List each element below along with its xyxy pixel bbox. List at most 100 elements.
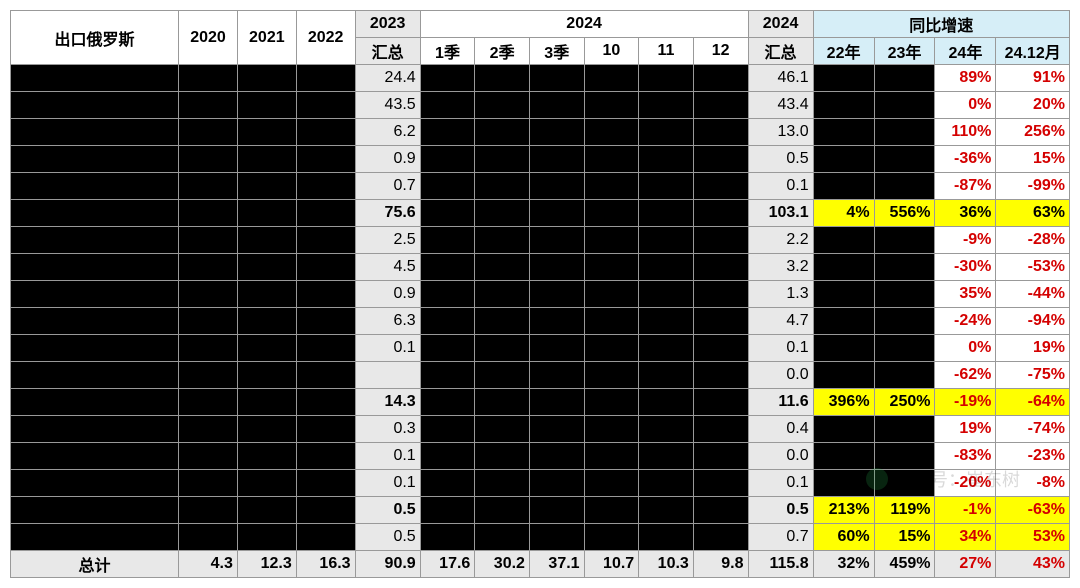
cell-g24: 110% <box>935 119 996 146</box>
cell-hidden <box>11 389 179 416</box>
cell-hidden <box>639 254 694 281</box>
cell-hidden <box>237 362 296 389</box>
cell-hidden <box>237 92 296 119</box>
cell-hidden <box>639 389 694 416</box>
cell-hidden <box>584 200 639 227</box>
col-g23: 23年 <box>874 38 935 65</box>
cell-hidden <box>584 335 639 362</box>
cell-g2412: -23% <box>996 443 1070 470</box>
table-row: 0.90.5-36%15% <box>11 146 1070 173</box>
cell-hidden <box>874 65 935 92</box>
cell-2024sum: 115.8 <box>748 551 813 578</box>
cell-hidden <box>237 254 296 281</box>
cell-g22: 4% <box>813 200 874 227</box>
cell-hidden <box>475 227 530 254</box>
cell-2024sum: 0.0 <box>748 443 813 470</box>
cell-hidden <box>296 335 355 362</box>
cell-2024sum: 0.1 <box>748 173 813 200</box>
cell-hidden <box>529 146 584 173</box>
cell-g2412: -44% <box>996 281 1070 308</box>
cell-2023sum: 6.3 <box>355 308 420 335</box>
cell-hidden <box>529 335 584 362</box>
cell-g24: 27% <box>935 551 996 578</box>
cell-hidden <box>874 146 935 173</box>
cell-hidden <box>420 524 475 551</box>
cell-hidden <box>296 227 355 254</box>
cell-m11: 10.3 <box>639 551 694 578</box>
cell-2023sum: 0.5 <box>355 524 420 551</box>
col-2020: 2020 <box>179 11 238 65</box>
cell-hidden <box>420 65 475 92</box>
cell-2024sum: 3.2 <box>748 254 813 281</box>
cell-g22: 60% <box>813 524 874 551</box>
cell-hidden <box>813 92 874 119</box>
cell-hidden <box>296 173 355 200</box>
cell-hidden <box>420 389 475 416</box>
cell-hidden <box>529 119 584 146</box>
cell-hidden <box>179 254 238 281</box>
table-row: 24.446.189%91% <box>11 65 1070 92</box>
cell-hidden <box>420 119 475 146</box>
cell-2024sum: 13.0 <box>748 119 813 146</box>
cell-hidden <box>296 470 355 497</box>
cell-hidden <box>813 362 874 389</box>
cell-2024sum: 0.5 <box>748 497 813 524</box>
cell-hidden <box>529 308 584 335</box>
cell-hidden <box>475 119 530 146</box>
cell-hidden <box>420 470 475 497</box>
cell-hidden <box>11 200 179 227</box>
cell-2023sum: 6.2 <box>355 119 420 146</box>
table-row: 6.213.0110%256% <box>11 119 1070 146</box>
cell-hidden <box>179 92 238 119</box>
cell-g2412: -75% <box>996 362 1070 389</box>
cell-hidden <box>639 65 694 92</box>
cell-hidden <box>179 308 238 335</box>
cell-hidden <box>529 281 584 308</box>
cell-hidden <box>179 362 238 389</box>
cell-hidden <box>639 470 694 497</box>
cell-hidden <box>639 308 694 335</box>
cell-hidden <box>475 308 530 335</box>
cell-hidden <box>179 389 238 416</box>
cell-g23: 459% <box>874 551 935 578</box>
cell-hidden <box>639 524 694 551</box>
cell-hidden <box>11 362 179 389</box>
cell-hidden <box>693 173 748 200</box>
cell-hidden <box>11 416 179 443</box>
cell-g2412: -53% <box>996 254 1070 281</box>
cell-hidden <box>639 200 694 227</box>
cell-2023sum: 0.9 <box>355 146 420 173</box>
cell-hidden <box>584 119 639 146</box>
cell-hidden <box>296 200 355 227</box>
cell-2023sum: 4.5 <box>355 254 420 281</box>
table-row-total: 总计4.312.316.390.917.630.237.110.710.39.8… <box>11 551 1070 578</box>
cell-g24: -83% <box>935 443 996 470</box>
cell-g2412: 53% <box>996 524 1070 551</box>
cell-g2412: 63% <box>996 200 1070 227</box>
cell-2021: 12.3 <box>237 551 296 578</box>
cell-hidden <box>584 308 639 335</box>
cell-hidden <box>420 308 475 335</box>
table-row: 0.30.419%-74% <box>11 416 1070 443</box>
cell-hidden <box>475 281 530 308</box>
cell-hidden <box>237 389 296 416</box>
table-row: 75.6103.14%556%36%63% <box>11 200 1070 227</box>
table-row: 0.10.10%19% <box>11 335 1070 362</box>
cell-hidden <box>529 524 584 551</box>
cell-hidden <box>584 146 639 173</box>
cell-hidden <box>11 65 179 92</box>
cell-2023sum: 0.1 <box>355 335 420 362</box>
cell-hidden <box>874 281 935 308</box>
cell-hidden <box>237 173 296 200</box>
cell-g2412: 19% <box>996 335 1070 362</box>
cell-hidden <box>693 524 748 551</box>
cell-hidden <box>179 173 238 200</box>
cell-hidden <box>11 524 179 551</box>
cell-hidden <box>179 416 238 443</box>
cell-hidden <box>693 416 748 443</box>
cell-hidden <box>529 92 584 119</box>
cell-2024sum: 11.6 <box>748 389 813 416</box>
cell-hidden <box>584 524 639 551</box>
cell-hidden <box>693 65 748 92</box>
cell-hidden <box>874 173 935 200</box>
